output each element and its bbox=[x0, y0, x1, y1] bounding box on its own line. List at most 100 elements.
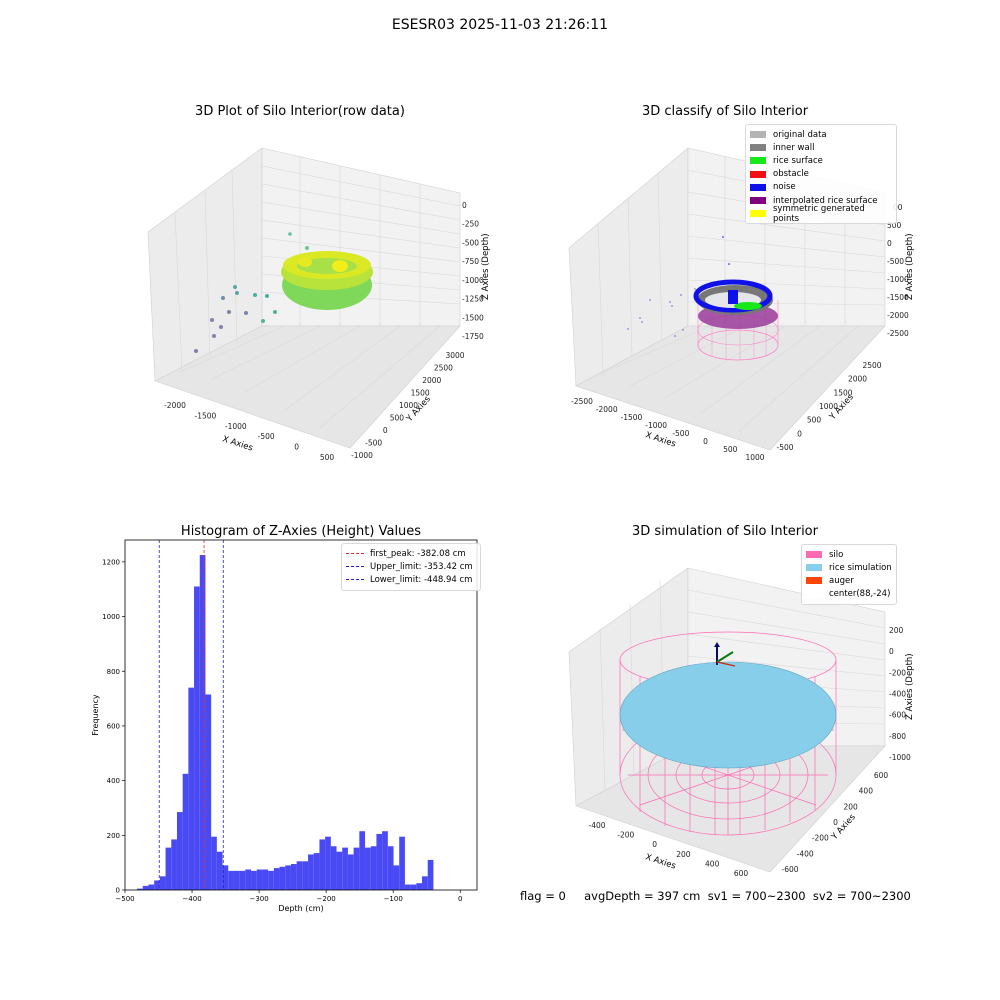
histogram-axes-frame bbox=[124, 539, 478, 891]
histogram-bar bbox=[216, 851, 223, 890]
sim-legend-swatch bbox=[806, 551, 822, 559]
raw-panel-title: 3D Plot of Silo Interior(row data) bbox=[195, 104, 405, 119]
histogram-bar bbox=[279, 866, 286, 890]
histogram-bar bbox=[188, 687, 195, 890]
histogram-bar bbox=[285, 865, 291, 890]
histogram-y-tick-label: 400 bbox=[107, 777, 120, 785]
histogram-legend-swatch bbox=[346, 579, 364, 581]
hist-y-axis-label: Frequency bbox=[91, 694, 100, 736]
histogram-legend-entry: first_peak: -382.08 cm bbox=[346, 547, 476, 560]
classify-legend-swatch bbox=[750, 183, 766, 191]
histogram-legend: first_peak: -382.08 cm Upper_limit: -353.… bbox=[341, 543, 481, 591]
histogram-bar bbox=[251, 870, 257, 890]
sim-panel-title: 3D simulation of Silo Interior bbox=[632, 524, 818, 539]
histogram-bar bbox=[268, 870, 274, 890]
simulation-legend: silo rice simulation auger center(88,-24) bbox=[801, 544, 897, 605]
histogram-x-tick-label: −400 bbox=[182, 895, 201, 903]
sim-legend-label: rice simulation bbox=[829, 562, 892, 573]
histogram-bar bbox=[330, 846, 337, 890]
histogram-bar bbox=[302, 861, 309, 890]
histogram-bar bbox=[319, 839, 326, 890]
classify-legend-swatch bbox=[750, 157, 766, 165]
classify-legend-label: interpolated rice surface bbox=[773, 195, 878, 206]
histogram-bar bbox=[376, 833, 383, 890]
histogram-x-tick-label: 0 bbox=[458, 895, 462, 903]
classify-legend-swatch bbox=[750, 170, 766, 178]
sim-legend-entry: center(88,-24) bbox=[806, 588, 892, 601]
histogram-bar bbox=[233, 870, 240, 890]
histogram-bar bbox=[370, 846, 377, 890]
sim-legend-entry: auger bbox=[806, 574, 892, 587]
histogram-legend-label: first_peak: -382.08 cm bbox=[370, 548, 466, 559]
figure-title: ESESR03 2025-11-03 21:26:11 bbox=[391, 17, 609, 33]
histogram-bar bbox=[171, 839, 177, 890]
histogram-bar bbox=[245, 869, 252, 890]
histogram-legend-entry: Lower_limit: -448.94 cm bbox=[346, 573, 476, 586]
histogram-bar bbox=[148, 884, 155, 890]
hist-panel-title: Histogram of Z-Axies (Height) Values bbox=[180, 524, 422, 539]
classify-legend-label: inner wall bbox=[773, 142, 815, 153]
histogram-bar bbox=[387, 846, 394, 890]
histogram-y-tick-label: 800 bbox=[107, 668, 120, 676]
histogram-bar bbox=[353, 847, 360, 890]
histogram-bar bbox=[273, 868, 280, 890]
histogram-bar bbox=[410, 884, 417, 890]
histogram-bar bbox=[228, 870, 234, 890]
sim-legend-swatch bbox=[806, 564, 822, 572]
classify-legend-entry: inner wall bbox=[750, 141, 892, 154]
histogram-bar bbox=[205, 694, 212, 890]
histogram-x-tick-label: −300 bbox=[249, 895, 268, 903]
histogram-bar bbox=[313, 853, 320, 890]
histogram-y-tick-label: 1000 bbox=[102, 613, 120, 621]
classify-legend-entry: rice surface bbox=[750, 154, 892, 167]
classify-legend-label: obstacle bbox=[773, 169, 809, 180]
histogram-x-tick-label: −500 bbox=[115, 895, 134, 903]
histogram-bar bbox=[199, 555, 206, 890]
histogram-bar bbox=[365, 847, 371, 890]
classify-legend-entry: original data bbox=[750, 128, 892, 141]
classify-legend-label: noise bbox=[773, 182, 796, 193]
histogram-bar bbox=[142, 885, 149, 890]
histogram-bar bbox=[325, 836, 331, 890]
classify-legend-swatch bbox=[750, 210, 766, 218]
classify-legend-entry: noise bbox=[750, 181, 892, 194]
histogram-bar bbox=[239, 870, 246, 890]
sim-legend-entry: silo bbox=[806, 548, 892, 561]
histogram-legend-entry: Upper_limit: -353.42 cm bbox=[346, 560, 476, 573]
histogram-bar bbox=[262, 869, 269, 890]
classify-legend-entry: symmetric generated points bbox=[750, 204, 892, 224]
histogram-bar bbox=[211, 836, 217, 890]
histogram-bar bbox=[222, 865, 229, 890]
histogram-bar bbox=[159, 876, 166, 890]
histogram-x-tick-label: −100 bbox=[384, 895, 403, 903]
histogram-bar bbox=[399, 836, 405, 890]
histogram-y-tick-label: 0 bbox=[116, 887, 120, 895]
histogram-y-tick-label: 200 bbox=[107, 832, 120, 840]
classify-legend-label: symmetric generated points bbox=[773, 203, 865, 224]
classify-legend-swatch bbox=[750, 131, 766, 139]
histogram-legend-label: Upper_limit: -353.42 cm bbox=[370, 561, 473, 572]
histogram-bar bbox=[137, 888, 143, 890]
histogram-bar bbox=[194, 586, 200, 890]
sim-legend-entry: rice simulation bbox=[806, 561, 892, 574]
classify-legend-entry: obstacle bbox=[750, 168, 892, 181]
histogram-bar bbox=[404, 884, 411, 890]
sim-legend-label: silo bbox=[829, 549, 844, 560]
status-text: flag = 0 avgDepth = 397 cm sv1 = 700~230… bbox=[520, 889, 911, 903]
histogram-bar bbox=[422, 876, 428, 890]
histogram-legend-label: Lower_limit: -448.94 cm bbox=[370, 574, 473, 585]
sim-legend-swatch bbox=[806, 577, 822, 585]
histogram-y-tick-label: 1200 bbox=[102, 558, 120, 566]
histogram-bar bbox=[182, 773, 189, 890]
histogram-bar bbox=[290, 864, 297, 890]
histogram-bar bbox=[296, 861, 303, 890]
sim-legend-swatch bbox=[806, 590, 822, 598]
histogram-x-ticks: −500 −400 −300 −200 −100 0 bbox=[115, 890, 462, 903]
histogram-legend-swatch bbox=[346, 553, 364, 555]
classify-legend-label: original data bbox=[773, 129, 827, 140]
classify-legend-label: rice surface bbox=[773, 155, 823, 166]
histogram-bar bbox=[382, 831, 388, 890]
classify-legend-entry: interpolated rice surface bbox=[750, 194, 892, 207]
classify-legend-swatch bbox=[750, 197, 766, 205]
